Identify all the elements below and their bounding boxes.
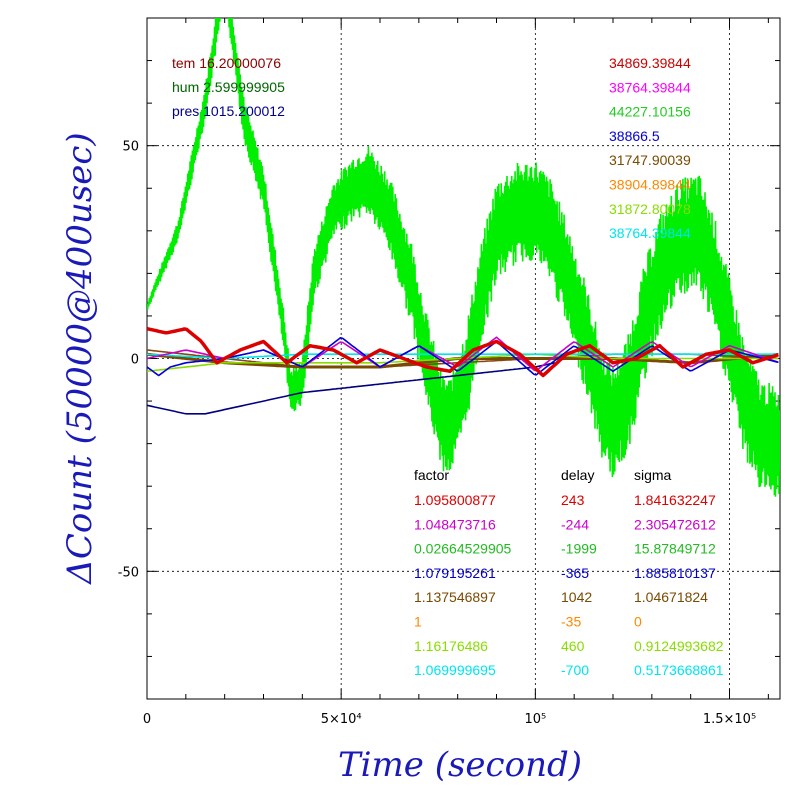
env-label: hum 2.599999905 (172, 79, 285, 95)
channel-labels: 34869.39844 38764.39844 44227.10156 38866.5… (609, 55, 691, 241)
minor-ticks (146, 17, 780, 700)
channel-label: 38866.5 (609, 128, 660, 144)
fit-table-cell-sigma: 0 (634, 614, 642, 630)
x-axis-title: Time (second) (338, 745, 582, 785)
series-group (147, 18, 780, 497)
fit-table-header: sigma (634, 467, 672, 483)
series-line-8 (147, 326, 779, 378)
channel-label: 34869.39844 (609, 55, 691, 71)
fit-table-cell-delay: -244 (561, 516, 589, 532)
fit-table-cell-delay: -700 (561, 662, 589, 678)
fit-table-cell-factor: 1.16176486 (414, 638, 488, 654)
fit-table-cell-delay: -365 (561, 565, 589, 581)
env-label: pres 1015.200012 (172, 103, 285, 119)
fit-table-cell-delay: -1999 (561, 541, 597, 557)
x-tick-labels: 0 5×10⁴ 10⁵ 1.5×10⁵ (143, 712, 756, 727)
fit-table-cell-factor: 1.069999695 (414, 662, 496, 678)
series-line-0 (147, 18, 780, 497)
fit-table-cell-sigma: 1.885810137 (634, 565, 716, 581)
y-tick-label: 50 (122, 140, 139, 155)
channel-label: 38764.39844 (609, 79, 691, 95)
fit-table-cell-factor: 0.02664529905 (414, 541, 512, 557)
env-label: tem 16.20000076 (172, 55, 281, 71)
fit-table-cell-delay: 243 (561, 492, 585, 508)
x-tick-label: 10⁵ (524, 712, 546, 727)
fit-table-cell-factor: 1.048473716 (414, 516, 496, 532)
fit-table-cell-delay: 460 (561, 638, 585, 654)
fit-table: factor delay sigma 1.095800877 243 1.84163224… (414, 467, 724, 678)
fit-table-cell-sigma: 2.305472612 (634, 516, 716, 532)
fit-table-cell-delay: 1042 (561, 589, 592, 605)
fit-table-cell-factor: 1.137546897 (414, 589, 496, 605)
channel-label: 38764.39844 (609, 225, 691, 241)
fit-table-header: factor (414, 467, 449, 483)
fit-table-cell-sigma: 15.87849712 (634, 541, 716, 557)
fit-table-cell-factor: 1.079195261 (414, 565, 496, 581)
y-tick-label: 0 (131, 353, 139, 368)
fit-table-cell-sigma: 1.841632247 (634, 492, 716, 508)
channel-label: 44227.10156 (609, 104, 691, 120)
channel-label: 31872.80078 (609, 201, 691, 217)
x-tick-label: 1.5×10⁵ (703, 712, 756, 727)
fit-table-header: delay (561, 467, 594, 483)
channel-label: 31747.90039 (609, 152, 691, 168)
fit-table-cell-factor: 1 (414, 614, 422, 630)
series-line-5 (147, 362, 555, 415)
series-line-4 (147, 353, 779, 360)
fit-table-cell-delay: -35 (561, 614, 581, 630)
y-axis-title: ΔCount (50000@400usec) (60, 132, 100, 585)
x-tick-label: 0 (143, 712, 151, 727)
fit-table-cell-sigma: 0.5173668861 (634, 662, 724, 678)
fit-table-cell-sigma: 0.9124993682 (634, 638, 724, 654)
fit-table-cell-sigma: 1.04671824 (634, 589, 708, 605)
x-tick-label: 5×10⁴ (321, 712, 362, 727)
y-tick-label: -50 (118, 565, 139, 580)
env-labels: tem 16.20000076 hum 2.599999905 pres 1015.… (172, 55, 285, 119)
fit-table-cell-factor: 1.095800877 (414, 492, 496, 508)
y-tick-labels: 50 0 -50 (118, 140, 139, 581)
channel-label: 38904.89844 (609, 177, 691, 193)
